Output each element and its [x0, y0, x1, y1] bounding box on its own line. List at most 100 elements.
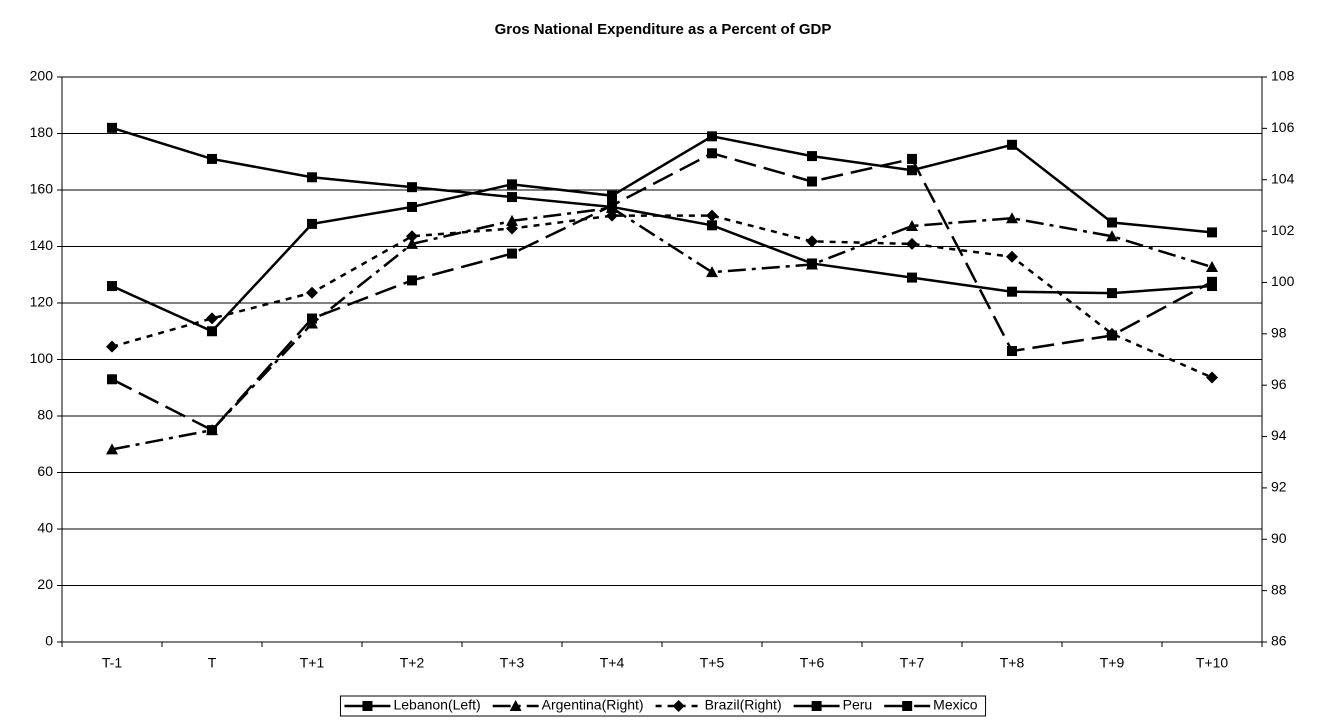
y-tick-label: 180: [30, 124, 54, 140]
marker: [807, 151, 817, 162]
marker: [807, 176, 817, 187]
marker: [706, 266, 718, 278]
marker: [707, 148, 717, 159]
marker: [907, 153, 917, 164]
marker: [607, 190, 617, 201]
y2-tick-label: 86: [1271, 633, 1287, 649]
legend-label: Brazil(Right): [705, 697, 782, 713]
y-tick-label: 40: [37, 520, 53, 536]
marker: [407, 182, 417, 193]
y2-tick-label: 108: [1271, 68, 1295, 84]
legend-item: Argentina(Right): [492, 697, 644, 713]
y-tick-label: 100: [30, 350, 54, 366]
marker: [1006, 250, 1018, 263]
marker: [1007, 346, 1017, 357]
marker: [307, 218, 317, 229]
marker: [107, 281, 117, 292]
y2-tick-label: 100: [1271, 273, 1295, 289]
series-line: [111, 214, 1213, 379]
marker: [506, 222, 518, 235]
marker: [307, 172, 317, 183]
y-tick-label: 80: [37, 407, 53, 423]
x-tick-label: T+10: [1196, 655, 1229, 671]
marker: [507, 179, 517, 190]
y2-tick-label: 92: [1271, 479, 1287, 495]
marker: [106, 340, 118, 353]
marker: [606, 209, 618, 222]
series-line: [111, 126, 1213, 295]
legend-item: Mexico: [884, 697, 978, 713]
legend-label: Lebanon(Left): [393, 697, 480, 713]
y2-tick-label: 102: [1271, 222, 1295, 238]
marker: [1107, 330, 1117, 341]
x-tick-label: T+5: [700, 655, 725, 671]
x-tick-label: T+6: [800, 655, 825, 671]
marker: [207, 326, 217, 337]
marker: [907, 272, 917, 283]
marker: [1107, 288, 1117, 299]
marker: [509, 700, 522, 711]
chart-title: Gros National Expenditure as a Percent o…: [495, 21, 832, 38]
y-tick-label: 140: [30, 237, 54, 253]
y-tick-label: 60: [37, 463, 53, 479]
x-tick-label: T+8: [1000, 655, 1025, 671]
marker: [1207, 276, 1217, 287]
x-tick-label: T+1: [300, 655, 325, 671]
y-tick-label: 160: [30, 181, 54, 197]
x-tick-label: T+9: [1100, 655, 1125, 671]
series-line: [111, 206, 1213, 451]
legend-label: Argentina(Right): [542, 697, 644, 713]
y2-tick-label: 106: [1271, 119, 1295, 135]
marker: [407, 275, 417, 286]
y2-tick-label: 90: [1271, 530, 1287, 546]
marker: [362, 701, 373, 711]
legend-item: Peru: [793, 697, 873, 713]
x-tick-label: T+3: [500, 655, 525, 671]
marker: [1207, 227, 1217, 238]
y2-tick-label: 98: [1271, 325, 1287, 341]
marker: [1007, 286, 1017, 297]
marker: [406, 237, 418, 249]
marker: [907, 165, 917, 176]
marker: [107, 122, 117, 133]
marker: [307, 313, 317, 324]
y-tick-label: 20: [37, 576, 53, 592]
y2-tick-label: 94: [1271, 427, 1287, 443]
marker: [207, 153, 217, 164]
marker: [407, 201, 417, 212]
legend-label: Mexico: [933, 697, 978, 713]
x-tick-label: T: [208, 655, 217, 671]
marker: [1107, 217, 1117, 228]
legend-box: [339, 695, 987, 717]
legend-label: Peru: [843, 697, 873, 713]
y2-tick-label: 88: [1271, 581, 1287, 597]
marker: [507, 248, 517, 259]
marker: [306, 286, 318, 299]
y2-tick-label: 96: [1271, 376, 1287, 392]
marker: [506, 214, 518, 226]
marker: [607, 200, 617, 211]
marker: [902, 701, 913, 711]
marker: [1007, 139, 1017, 150]
legend: Lebanon(Left) Argentina(Right) Brazil(Righ…: [339, 695, 987, 717]
marker: [707, 220, 717, 231]
x-tick-label: T+4: [600, 655, 625, 671]
marker: [672, 700, 685, 712]
marker: [1006, 212, 1018, 224]
marker: [906, 219, 918, 231]
series-line: [111, 135, 1213, 333]
marker: [107, 374, 117, 385]
marker: [906, 237, 918, 250]
marker: [806, 258, 818, 270]
marker: [1106, 230, 1118, 242]
legend-item: Lebanon(Left): [344, 697, 481, 713]
x-tick-label: T-1: [102, 655, 122, 671]
y-tick-label: 120: [30, 294, 54, 310]
marker: [106, 443, 118, 455]
marker: [207, 425, 217, 436]
x-tick-label: T+2: [400, 655, 425, 671]
marker: [206, 312, 218, 325]
x-tick-label: T+7: [900, 655, 925, 671]
series-line: [111, 151, 1213, 432]
marker: [811, 701, 822, 711]
